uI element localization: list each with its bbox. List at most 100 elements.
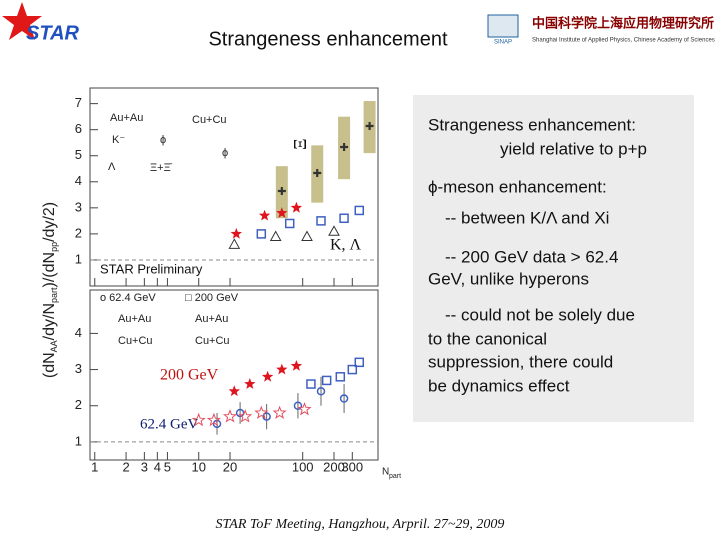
- panel-label: Au+Au: [110, 112, 143, 124]
- bottom-frame: [89, 289, 379, 461]
- panel-label: STAR Preliminary: [100, 261, 203, 276]
- y-label-part: pp: [49, 242, 59, 252]
- bar-marker: ✚: [277, 186, 286, 198]
- y-tick-label: 3: [75, 361, 82, 376]
- institute-cn: 中国科学院上海应用物理研究所: [532, 15, 714, 30]
- y-label-part: (dN: [41, 352, 58, 378]
- y-axis-label: (dNAA/dy/Npart)/(dNpp/dy/2): [41, 202, 59, 378]
- figure: [89, 87, 379, 461]
- error-band: [338, 116, 351, 180]
- y-tick-label: 6: [75, 121, 82, 136]
- circle-marker: [293, 401, 303, 410]
- square-marker: [316, 216, 326, 226]
- note-line: -- could not be solely due: [445, 305, 635, 324]
- y-tick-label: 3: [75, 199, 82, 214]
- logo: STAR: [26, 22, 80, 44]
- square-marker: [347, 364, 358, 375]
- star-marker: [244, 378, 256, 389]
- square-marker: [339, 213, 349, 224]
- panel-label: Cu+Cu: [192, 114, 227, 126]
- x-tick-label: 300: [341, 459, 363, 474]
- square-marker: [354, 205, 365, 216]
- y-label-part: AA: [49, 340, 59, 352]
- x-tick-label: 1: [91, 459, 98, 474]
- note-line: Strangeness enhancement:: [428, 115, 636, 134]
- circle-marker: [339, 394, 349, 403]
- x-axis-label-sub: part: [389, 473, 401, 480]
- y-tick-label: 2: [75, 397, 82, 412]
- panel-label: ϕ: [222, 147, 228, 159]
- note-line: -- between K/Λ and Xi: [445, 208, 609, 227]
- panel-label: Au+Au: [118, 313, 151, 325]
- circle-marker: [316, 387, 326, 396]
- panel-label: Au+Au: [195, 313, 228, 325]
- star-marker: [228, 385, 240, 397]
- star-marker: [290, 201, 303, 213]
- panel-label: 200 GeV: [160, 367, 219, 384]
- open-star-marker: [206, 412, 221, 427]
- x-axis-label: N: [382, 467, 389, 478]
- y-tick-label: 5: [75, 147, 82, 162]
- circle-marker: [235, 408, 245, 418]
- panel-label: o 62.4 GeV: [100, 292, 156, 304]
- institute-abbr: SINAP: [494, 40, 512, 46]
- open-star-marker: [191, 412, 206, 427]
- x-tick-label: 2: [122, 459, 129, 474]
- y-tick-label: 7: [75, 95, 82, 110]
- panel-label: K⁻: [112, 134, 125, 146]
- note-line: yield relative to p+p: [500, 139, 647, 158]
- x-tick-label: 200: [323, 459, 345, 474]
- panel-label: Ξ: [290, 138, 310, 150]
- panel-label: Ξ+Ξ̄: [150, 162, 173, 174]
- panel-label: Λ: [108, 161, 116, 173]
- notes-box: [413, 95, 694, 422]
- open-star-marker: [222, 409, 238, 423]
- x-tick-label: 5: [164, 459, 171, 474]
- x-tick-label: 10: [191, 459, 205, 474]
- x-tick-label: 100: [292, 459, 314, 474]
- y-label-part: /dy/2): [41, 202, 58, 242]
- star-marker: [258, 209, 271, 221]
- panel-label: □ 200 GeV: [185, 292, 239, 304]
- error-band: [311, 145, 324, 203]
- title: Strangeness enhancement: [208, 28, 447, 50]
- triangle-marker: [328, 225, 340, 236]
- star-marker: [276, 363, 288, 375]
- star-marker: [230, 227, 242, 239]
- panel-label: 62.4 GeV: [140, 416, 198, 432]
- bar-marker: ✚: [365, 121, 374, 133]
- x-tick-label: 20: [223, 459, 237, 474]
- panel-label: Cu+Cu: [118, 335, 153, 347]
- institute-en: Shanghai Institute of Applied Physics, C…: [532, 38, 715, 44]
- triangle-marker: [269, 230, 282, 241]
- square-marker: [284, 218, 295, 229]
- panel-label: Cu+Cu: [195, 335, 230, 347]
- star-logo-shape: [2, 2, 42, 40]
- sinap-logo: [487, 14, 519, 38]
- y-tick-label: 1: [75, 251, 82, 266]
- star-marker: [290, 360, 303, 371]
- square-marker: [335, 372, 346, 382]
- error-band: [363, 101, 376, 154]
- note-line: be dynamics effect: [428, 376, 570, 395]
- y-tick-label: 1: [75, 433, 82, 448]
- open-star-marker: [254, 405, 269, 419]
- panel-label: K, Λ: [330, 237, 362, 254]
- bar-marker: ✚: [313, 168, 322, 180]
- square-marker: [256, 229, 267, 239]
- x-tick-label: 4: [154, 459, 161, 474]
- error-band: [275, 166, 288, 219]
- note-line: GeV, unlike hyperons: [428, 269, 589, 288]
- y-label-part: )/(dN: [41, 252, 58, 288]
- bar-marker: ✚: [339, 142, 348, 154]
- y-tick-label: 4: [75, 173, 82, 188]
- note-line: suppression, there could: [428, 352, 613, 371]
- open-star-marker: [297, 401, 312, 416]
- panel-label: ϕ: [160, 134, 166, 146]
- triangle-marker: [301, 230, 313, 241]
- y-tick-label: 4: [75, 325, 82, 340]
- top-frame: [89, 87, 379, 287]
- note-line: ϕ-meson enhancement:: [428, 177, 607, 196]
- y-label-part: /dy/N: [41, 303, 58, 340]
